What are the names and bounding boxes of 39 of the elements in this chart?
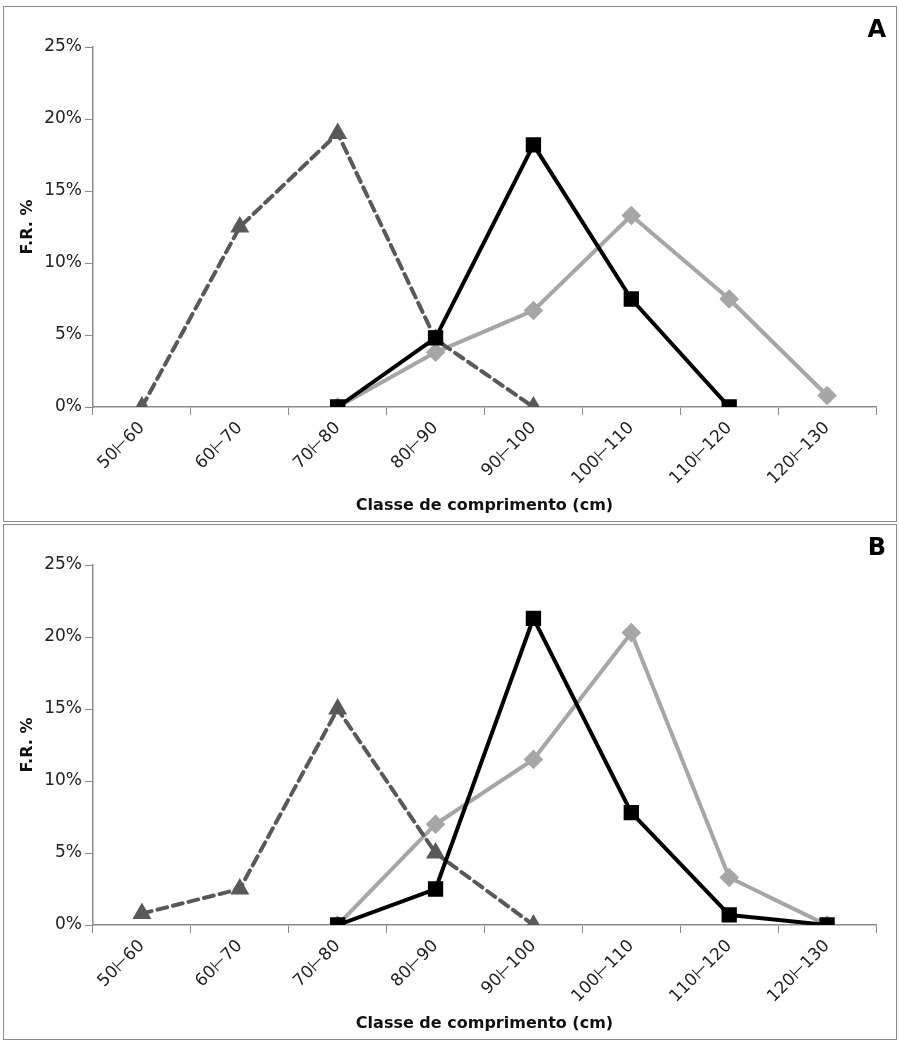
y-tick-label: 10% [44,251,82,272]
y-tick-label: 20% [44,107,82,128]
y-tick-label: 5% [55,841,82,862]
y-axis-title: F.R. % [16,717,36,773]
point [623,291,639,307]
y-tick-label: 0% [55,913,82,934]
point [427,844,444,859]
point [720,868,739,887]
point [622,206,641,225]
point [329,700,346,715]
y-tick-label: 20% [44,625,82,646]
y-tick-label: 5% [55,323,82,344]
point [133,904,150,919]
point [525,137,542,153]
point [623,805,639,821]
point [525,610,542,626]
point [426,815,445,834]
point [329,124,346,139]
point [231,218,248,233]
y-tick-label: 25% [44,35,82,56]
point [231,880,248,895]
y-axis-title: F.R. % [16,199,36,255]
chart-title: B [867,533,886,562]
y-tick-label: 10% [44,769,82,790]
point [721,907,737,923]
point [818,386,837,405]
point [524,750,543,769]
point [427,881,444,897]
chart-title: A [867,15,887,44]
x-axis-title: Classe de comprimento (cm) [355,1012,614,1032]
y-tick-label: 25% [44,553,82,574]
point [622,623,641,642]
point [720,290,739,309]
point [426,343,445,362]
point [524,301,543,320]
y-tick-label: 15% [44,179,82,200]
y-tick-label: 0% [55,395,82,416]
x-axis-title: Classe de comprimento (cm) [355,494,614,514]
y-tick-label: 15% [44,697,82,718]
